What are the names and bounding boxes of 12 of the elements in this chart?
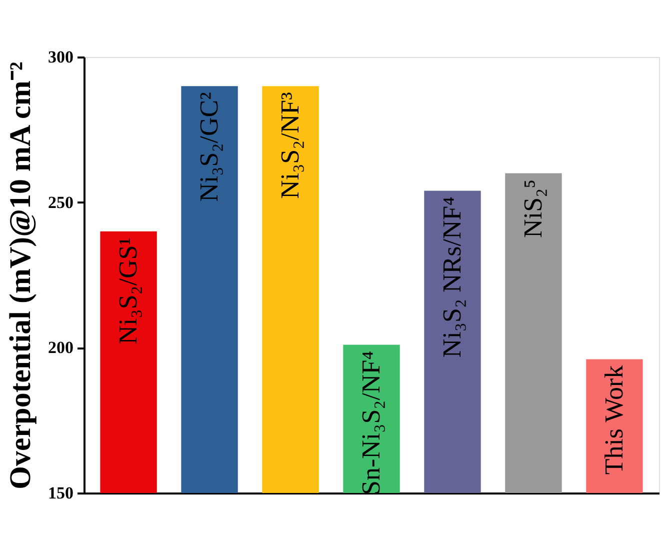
y-tick-label: 300 — [48, 48, 74, 66]
y-tick-label: 200 — [48, 338, 74, 358]
x-tick-label: Ni₃S₂/NF³ — [276, 92, 305, 199]
x-tick-label: Sn-Ni₃S₂/NF⁴ — [356, 350, 386, 495]
x-tick-label: Ni₃S₂/GS¹ — [114, 237, 143, 344]
y-tick-label: 150 — [48, 484, 74, 502]
x-tick-label: This Work — [599, 365, 628, 475]
x-tick-label: Ni₃S₂/GC² — [194, 92, 224, 202]
y-axis-title: Overpotential (mV)@10 mA cm⁻² — [4, 62, 37, 490]
x-tick-label: NiS₂⁵ — [518, 179, 548, 238]
y-tick-label: 250 — [48, 192, 74, 212]
x-tick-label: Ni₃S₂ NRs/NF⁴ — [437, 196, 466, 358]
